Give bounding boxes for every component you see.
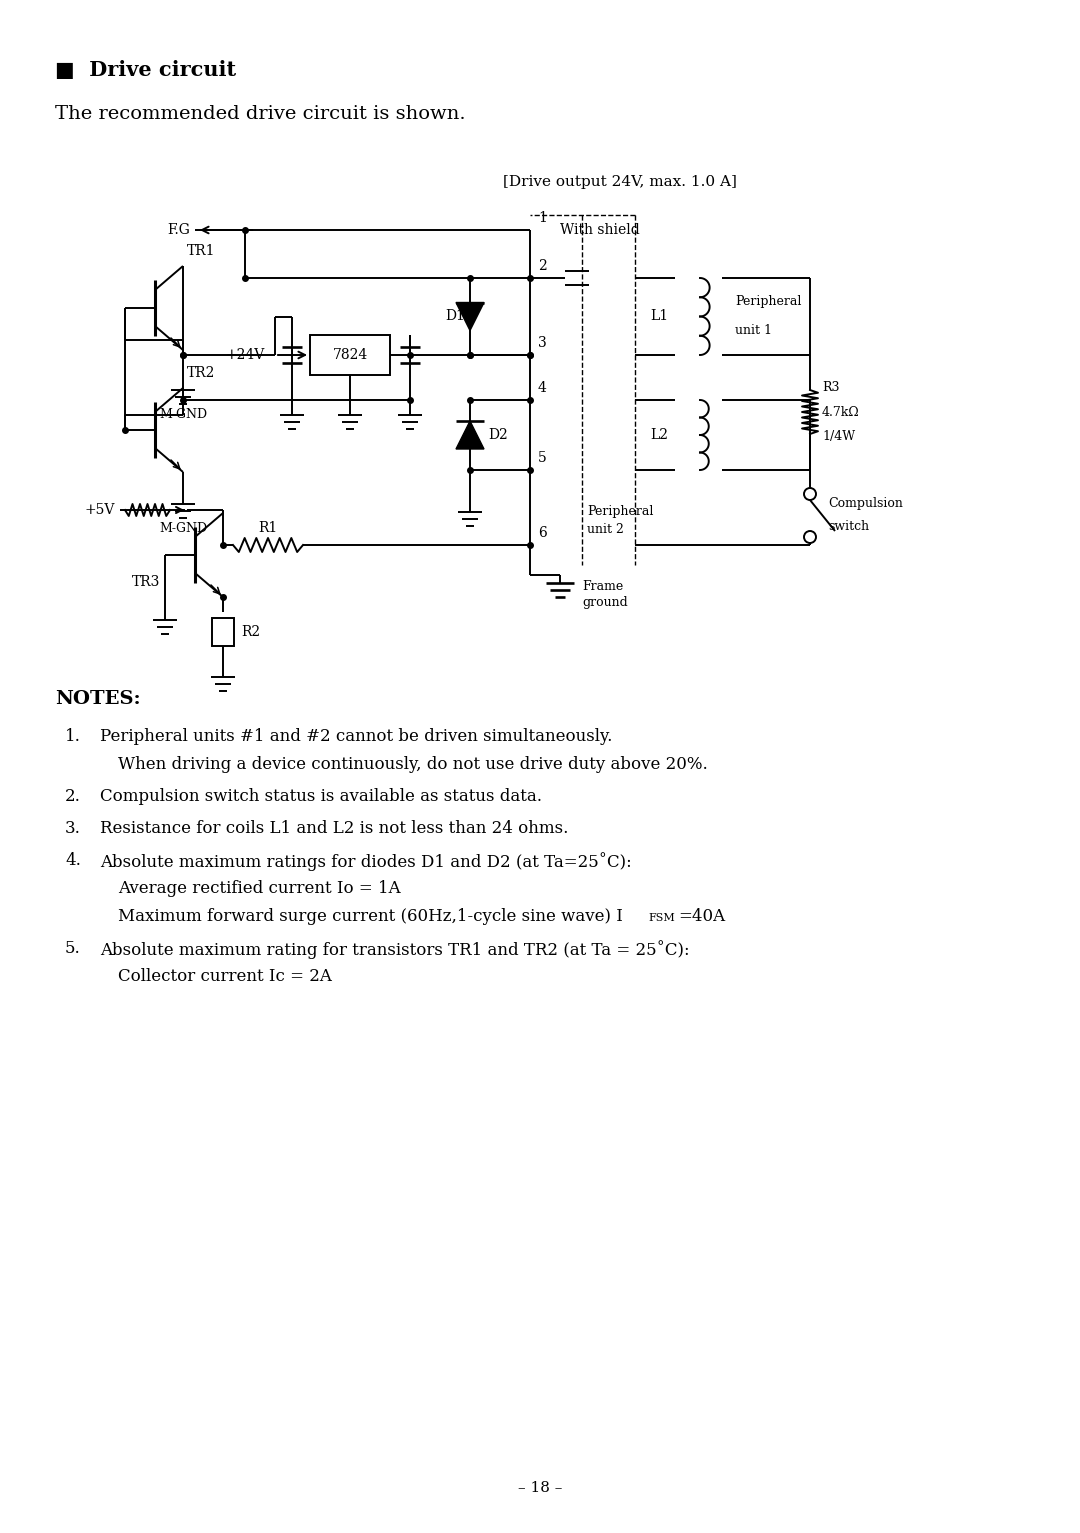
Text: With shield: With shield — [561, 222, 639, 238]
Text: Average rectified current Io = 1A: Average rectified current Io = 1A — [118, 880, 401, 897]
Text: Maximum forward surge current (60Hz,1-cycle sine wave) I: Maximum forward surge current (60Hz,1-cy… — [118, 908, 623, 924]
Text: 4.: 4. — [65, 852, 81, 869]
Text: NOTES:: NOTES: — [55, 690, 140, 708]
Text: =40A: =40A — [678, 908, 725, 924]
Text: unit 2: unit 2 — [588, 523, 624, 537]
Text: 1/4W: 1/4W — [822, 429, 855, 443]
Text: Collector current Ic = 2A: Collector current Ic = 2A — [118, 967, 332, 986]
Text: +24V: +24V — [226, 348, 265, 362]
Text: Frame: Frame — [582, 579, 623, 593]
Text: 5.: 5. — [65, 940, 81, 957]
Text: Resistance for coils L1 and L2 is not less than 24 ohms.: Resistance for coils L1 and L2 is not le… — [100, 820, 568, 837]
Text: R3: R3 — [822, 382, 839, 394]
Polygon shape — [456, 422, 484, 449]
Bar — [310, 336, 390, 376]
Text: [Drive output 24V, max. 1.0 A]: [Drive output 24V, max. 1.0 A] — [503, 175, 737, 189]
Bar — [212, 618, 234, 645]
Text: L1: L1 — [650, 310, 669, 323]
Text: 4: 4 — [538, 382, 546, 396]
Text: ground: ground — [582, 596, 627, 609]
Text: L2: L2 — [650, 428, 669, 442]
Text: Absolute maximum ratings for diodes D1 and D2 (at Ta=25˚C):: Absolute maximum ratings for diodes D1 a… — [100, 852, 632, 871]
Text: 2.: 2. — [65, 788, 81, 805]
Text: D1: D1 — [445, 310, 465, 323]
Text: switch: switch — [828, 520, 869, 533]
Text: R1: R1 — [258, 521, 278, 535]
Text: Compulsion switch status is available as status data.: Compulsion switch status is available as… — [100, 788, 542, 805]
Text: 3.: 3. — [65, 820, 81, 837]
Text: 5: 5 — [538, 451, 546, 464]
Text: M-GND: M-GND — [159, 523, 207, 535]
Text: F.G: F.G — [167, 222, 190, 238]
Text: unit 1: unit 1 — [735, 323, 772, 337]
Text: M-GND: M-GND — [159, 408, 207, 422]
Text: Peripheral: Peripheral — [588, 504, 653, 518]
Text: ■  Drive circuit: ■ Drive circuit — [55, 60, 237, 80]
Text: The recommended drive circuit is shown.: The recommended drive circuit is shown. — [55, 104, 465, 123]
Text: +5V: +5V — [84, 503, 114, 517]
Text: 2: 2 — [538, 259, 546, 273]
Text: TR1: TR1 — [187, 244, 216, 258]
Text: 7824: 7824 — [333, 348, 367, 362]
Text: Compulsion: Compulsion — [828, 497, 903, 510]
Text: 4.7kΩ: 4.7kΩ — [822, 406, 860, 419]
Text: TR2: TR2 — [187, 366, 215, 380]
Polygon shape — [456, 302, 484, 331]
Text: When driving a device continuously, do not use drive duty above 20%.: When driving a device continuously, do n… — [118, 756, 707, 773]
Text: R2: R2 — [241, 625, 260, 639]
Text: 3: 3 — [538, 336, 546, 350]
Text: Peripheral: Peripheral — [735, 294, 801, 308]
Text: Absolute maximum rating for transistors TR1 and TR2 (at Ta = 25˚C):: Absolute maximum rating for transistors … — [100, 940, 690, 960]
Text: 1.: 1. — [65, 728, 81, 745]
Text: 6: 6 — [538, 526, 546, 540]
Text: TR3: TR3 — [132, 575, 160, 589]
Text: FSM: FSM — [648, 914, 675, 923]
Text: D2: D2 — [488, 428, 508, 442]
Text: Peripheral units #1 and #2 cannot be driven simultaneously.: Peripheral units #1 and #2 cannot be dri… — [100, 728, 612, 745]
Text: – 18 –: – 18 – — [517, 1481, 563, 1495]
Text: 1: 1 — [538, 212, 546, 225]
